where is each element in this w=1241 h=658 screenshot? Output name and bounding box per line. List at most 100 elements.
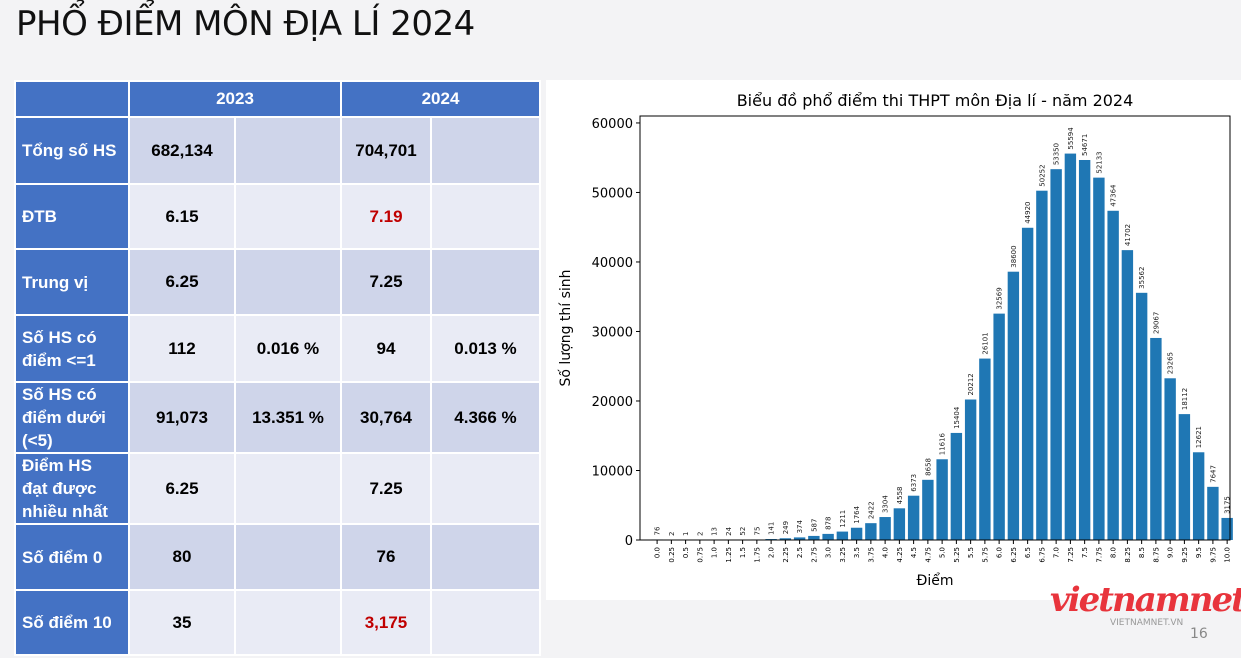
table-row: Số HS có điểm <=1 112 0.016 % 94 0.013 % bbox=[14, 314, 541, 383]
y-tick-label: 30000 bbox=[592, 325, 633, 340]
chart-title: Biểu đồ phổ điểm thi THPT môn Địa lí - n… bbox=[737, 91, 1134, 110]
bar-label: 13 bbox=[711, 527, 719, 536]
bar bbox=[1036, 190, 1048, 541]
value-2024: 704,701 bbox=[340, 116, 432, 185]
x-tick-label: 6.25 bbox=[1010, 547, 1018, 563]
percent-2023 bbox=[234, 116, 342, 185]
bar bbox=[1150, 337, 1162, 540]
row-label: Điểm HS đạt được nhiều nhất bbox=[14, 452, 130, 525]
bar bbox=[1192, 452, 1205, 540]
value-2023: 112 bbox=[128, 314, 236, 383]
bar bbox=[1064, 153, 1077, 540]
bar-label: 1 bbox=[682, 532, 690, 536]
row-label: Số HS có điểm dưới (<5) bbox=[14, 381, 130, 454]
vietnamnet-logo: vietnamnet bbox=[1050, 580, 1241, 620]
bar-label: 1764 bbox=[853, 505, 861, 523]
x-axis-label: Điểm bbox=[917, 572, 954, 589]
x-tick-label: 9.75 bbox=[1209, 547, 1217, 563]
value-2024: 7.19 bbox=[340, 183, 432, 250]
bar bbox=[993, 313, 1005, 540]
bar-label: 3304 bbox=[882, 495, 890, 513]
bar-label: 52 bbox=[739, 527, 747, 536]
bar-label: 47364 bbox=[1110, 184, 1118, 207]
bar-label: 23265 bbox=[1167, 352, 1175, 374]
bar-label: 75 bbox=[753, 527, 761, 536]
score-distribution-chart: Biểu đồ phổ điểm thi THPT môn Địa lí - n… bbox=[557, 91, 1233, 589]
x-tick-label: 4.5 bbox=[910, 547, 918, 558]
bar bbox=[865, 523, 877, 540]
x-tick-label: 8.25 bbox=[1124, 547, 1132, 563]
x-tick-label: 8.0 bbox=[1110, 547, 1118, 558]
percent-2024 bbox=[430, 589, 541, 656]
bar bbox=[1164, 378, 1176, 540]
row-label: Tổng số HS bbox=[14, 116, 130, 185]
comparison-table: 2023 2024 Tổng số HS 682,134 704,701 ĐTB 6.1… bbox=[14, 80, 541, 656]
x-tick-label: 8.75 bbox=[1152, 547, 1160, 563]
y-tick-label: 50000 bbox=[592, 186, 633, 201]
bar-label: 76 bbox=[654, 526, 662, 535]
row-label: Số HS có điểm <=1 bbox=[14, 314, 130, 383]
x-tick-label: 0.25 bbox=[668, 547, 676, 563]
bar-label: 4558 bbox=[896, 486, 904, 504]
percent-2023 bbox=[234, 589, 342, 656]
value-2023: 35 bbox=[128, 589, 236, 656]
bar-label: 141 bbox=[768, 522, 776, 535]
percent-2024 bbox=[430, 183, 541, 250]
x-tick-label: 7.75 bbox=[1095, 547, 1103, 563]
bar-label: 2422 bbox=[867, 501, 875, 519]
value-2024: 94 bbox=[340, 314, 432, 383]
percent-2023: 13.351 % bbox=[234, 381, 342, 454]
bar bbox=[964, 399, 977, 540]
bar bbox=[1121, 250, 1134, 541]
percent-2023: 0.016 % bbox=[234, 314, 342, 383]
table-row: Điểm HS đạt được nhiều nhất 6.25 7.25 bbox=[14, 452, 541, 525]
bar-label: 7647 bbox=[1209, 465, 1217, 483]
bar-label: 52133 bbox=[1095, 151, 1103, 173]
bar bbox=[1178, 414, 1191, 540]
plot-frame bbox=[639, 115, 1231, 541]
y-tick-label: 60000 bbox=[592, 117, 633, 132]
value-2024: 3,175 bbox=[340, 589, 432, 656]
bar-label: 54671 bbox=[1081, 134, 1089, 156]
x-tick-label: 0.5 bbox=[682, 547, 690, 558]
x-tick-label: 3.5 bbox=[853, 547, 861, 558]
value-2023: 80 bbox=[128, 523, 236, 591]
bar-label: 878 bbox=[825, 517, 833, 530]
x-tick-label: 10.0 bbox=[1224, 547, 1232, 563]
bar bbox=[950, 432, 963, 540]
row-label: Số điểm 10 bbox=[14, 589, 130, 656]
bar-label: 6373 bbox=[910, 474, 918, 492]
bar bbox=[808, 535, 820, 540]
bar-label: 1211 bbox=[839, 510, 847, 528]
x-tick-label: 7.25 bbox=[1067, 547, 1075, 563]
percent-2023 bbox=[234, 183, 342, 250]
percent-2023 bbox=[234, 452, 342, 525]
y-tick-label: 0 bbox=[625, 534, 633, 549]
bar bbox=[879, 517, 891, 540]
y-tick-label: 40000 bbox=[592, 256, 633, 271]
bar-label: 249 bbox=[782, 521, 790, 534]
x-tick-label: 3.75 bbox=[867, 547, 875, 563]
chart-panel: Biểu đồ phổ điểm thi THPT môn Địa lí - n… bbox=[546, 80, 1241, 600]
logo-domain: VIETNAMNET.VN bbox=[1110, 618, 1184, 628]
bar bbox=[1007, 271, 1020, 540]
bar-label: 26101 bbox=[981, 332, 989, 354]
percent-2024 bbox=[430, 523, 541, 591]
x-tick-label: 6.75 bbox=[1038, 547, 1046, 563]
table-row: Tổng số HS 682,134 704,701 bbox=[14, 116, 541, 185]
value-2024: 76 bbox=[340, 523, 432, 591]
bar-label: 2 bbox=[696, 532, 704, 536]
bar-label: 29067 bbox=[1152, 312, 1160, 334]
bar-label: 32569 bbox=[996, 287, 1004, 309]
table-header-row: 2023 2024 bbox=[14, 80, 541, 118]
bar bbox=[779, 538, 792, 540]
header-2023: 2023 bbox=[128, 80, 342, 118]
x-tick-label: 7.5 bbox=[1081, 547, 1089, 558]
percent-2024 bbox=[430, 116, 541, 185]
percent-2023 bbox=[234, 523, 342, 591]
bar-label: 50252 bbox=[1038, 164, 1046, 186]
bar bbox=[822, 533, 834, 540]
bar bbox=[907, 495, 920, 540]
x-tick-label: 0.0 bbox=[654, 547, 662, 558]
value-2024: 30,764 bbox=[340, 381, 432, 454]
